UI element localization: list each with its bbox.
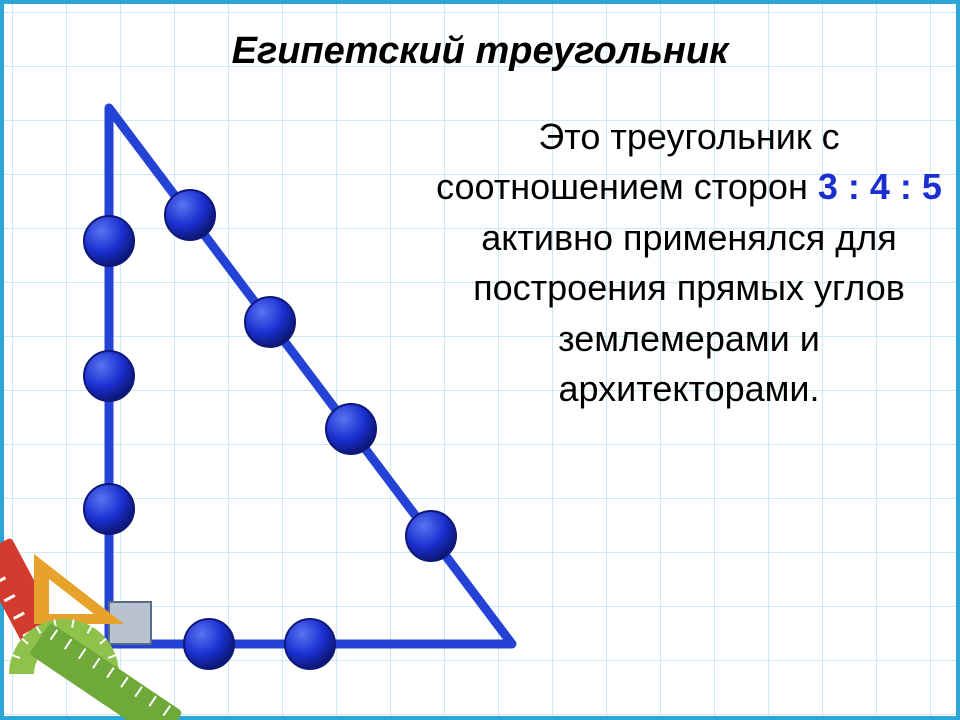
slide-title: Египетский треугольник <box>4 30 956 73</box>
slide-frame: Египетский треугольник Это треугольник с… <box>0 0 960 720</box>
description-pre: Это треугольник с соотношением сторон <box>436 116 840 207</box>
description-text: Это треугольник с соотношением сторон 3 … <box>434 112 944 414</box>
ratio-highlight: 3 : 4 : 5 <box>818 166 942 207</box>
description-post: активно применялся для построения прямых… <box>473 217 905 409</box>
geometry-tools-icon <box>0 524 184 720</box>
